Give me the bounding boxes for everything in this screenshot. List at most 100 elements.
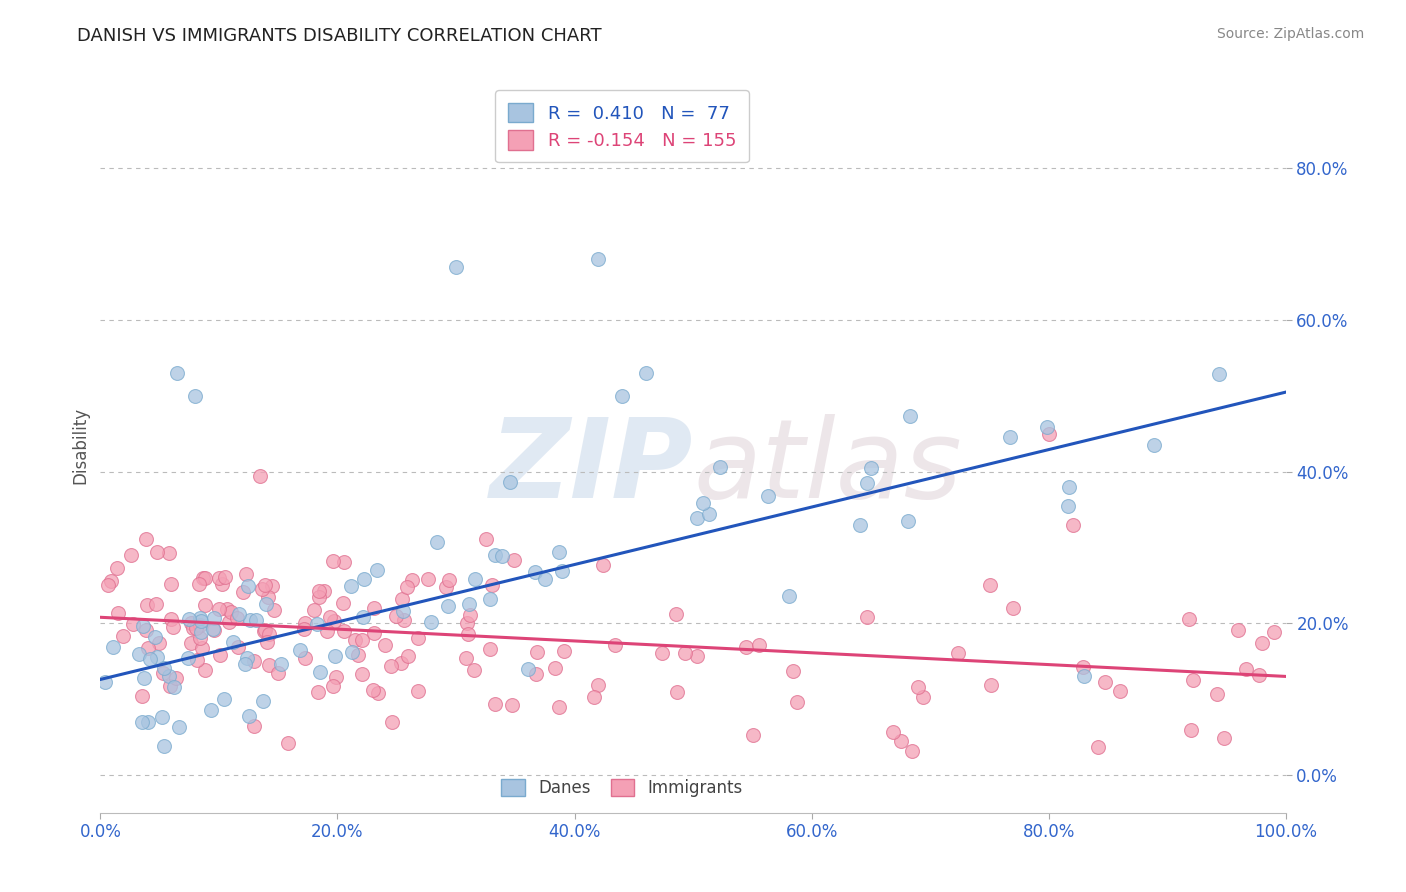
Point [243, 719, 266, 733]
Point [120, 548, 142, 562]
Point [543, 660, 565, 674]
Point [294, 651, 316, 665]
Point [882, 725, 904, 739]
Point [1208, 368, 1230, 382]
Point [352, 610, 374, 624]
Point [1234, 662, 1257, 676]
Point [464, 572, 486, 586]
Point [484, 548, 506, 562]
Point [270, 657, 292, 672]
Point [332, 596, 354, 610]
Point [94, 674, 117, 689]
Point [333, 624, 356, 638]
Point [111, 629, 134, 643]
Point [458, 608, 481, 623]
Point [136, 641, 159, 656]
Point [153, 739, 176, 754]
Point [131, 715, 153, 730]
Point [159, 680, 181, 694]
Point [235, 651, 257, 665]
Point [202, 623, 225, 637]
Point [406, 684, 429, 698]
Point [742, 728, 765, 742]
Point [692, 496, 714, 510]
Point [1073, 669, 1095, 683]
Point [547, 545, 569, 559]
Point [245, 613, 267, 627]
Point [419, 615, 441, 630]
Point [685, 511, 707, 525]
Point [165, 671, 187, 685]
Point [444, 260, 467, 274]
Text: DANISH VS IMMIGRANTS DISABILITY CORRELATION CHART: DANISH VS IMMIGRANTS DISABILITY CORRELAT… [77, 27, 602, 45]
Point [148, 636, 170, 650]
Point [463, 663, 485, 677]
Point [238, 708, 260, 723]
Point [548, 700, 571, 714]
Point [381, 715, 404, 730]
Point [254, 597, 277, 611]
Point [1094, 675, 1116, 690]
Point [312, 584, 335, 599]
Point [1002, 601, 1025, 615]
Point [186, 653, 208, 667]
Point [1109, 684, 1132, 698]
Point [307, 685, 329, 699]
Point [325, 670, 347, 684]
Point [907, 680, 929, 694]
Point [225, 610, 247, 624]
Point [651, 646, 673, 660]
Point [392, 604, 415, 618]
Point [188, 632, 211, 646]
Point [389, 656, 412, 670]
Point [856, 609, 879, 624]
Point [219, 605, 242, 619]
Point [416, 572, 439, 586]
Point [436, 599, 458, 613]
Point [194, 571, 217, 585]
Point [208, 571, 231, 585]
Point [132, 672, 155, 686]
Point [257, 627, 280, 641]
Point [391, 591, 413, 606]
Point [526, 645, 548, 659]
Point [262, 579, 284, 593]
Point [456, 650, 478, 665]
Point [309, 665, 332, 679]
Point [385, 609, 408, 624]
Point [122, 616, 145, 631]
Point [491, 549, 513, 563]
Point [184, 389, 207, 403]
Point [426, 535, 449, 549]
Point [212, 691, 235, 706]
Point [380, 659, 402, 673]
Point [524, 565, 547, 579]
Point [474, 533, 496, 547]
Point [221, 634, 243, 648]
Point [517, 662, 540, 676]
Point [202, 611, 225, 625]
Point [1205, 687, 1227, 701]
Point [592, 558, 614, 573]
Point [1212, 731, 1234, 746]
Point [456, 615, 478, 630]
Point [1178, 612, 1201, 626]
Point [392, 613, 415, 627]
Point [190, 614, 212, 628]
Point [194, 663, 217, 677]
Point [100, 574, 122, 589]
Point [1180, 723, 1202, 738]
Point [786, 695, 808, 709]
Point [534, 572, 557, 586]
Point [254, 623, 277, 637]
Point [188, 617, 211, 632]
Point [553, 643, 575, 657]
Point [139, 652, 162, 666]
Point [946, 646, 969, 660]
Point [1227, 623, 1250, 637]
Point [588, 252, 610, 267]
Point [550, 564, 572, 578]
Point [163, 680, 186, 694]
Point [499, 475, 522, 490]
Point [186, 621, 208, 635]
